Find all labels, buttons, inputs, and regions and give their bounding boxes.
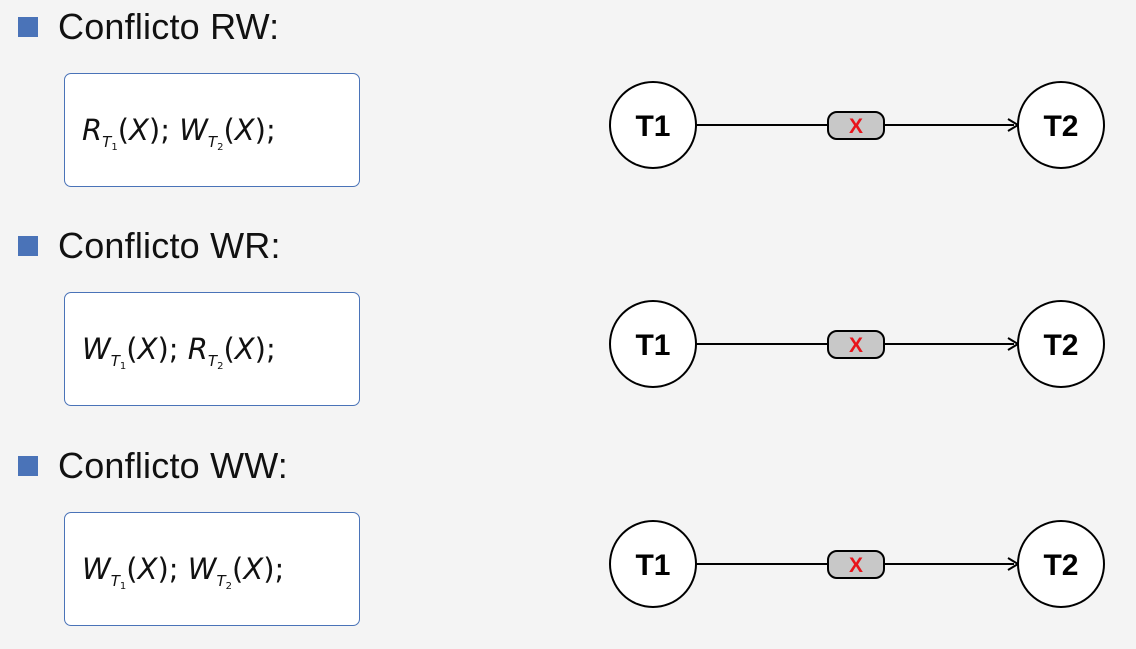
- edge-label: X: [849, 115, 863, 138]
- formula-sep: ;: [266, 331, 276, 366]
- formula-box: WT1(X); WT2(X);: [64, 512, 360, 626]
- conflict-section-ww: Conflicto WW: WT1(X); WT2(X); T1 T2 X: [0, 439, 1136, 649]
- formula-box: RT1(X); WT2(X);: [64, 73, 360, 187]
- formula-arg: X: [137, 331, 158, 366]
- precedence-graph: T1 T2 X: [609, 520, 1105, 608]
- node-t2: [1017, 300, 1105, 388]
- edge-label: X: [849, 334, 863, 357]
- edge-label-box: [827, 330, 885, 359]
- node-t2: [1017, 81, 1105, 169]
- formula-op: W: [179, 112, 208, 147]
- bullet-square-icon: [18, 456, 38, 476]
- formula-op: W: [187, 551, 217, 586]
- formula-sub-letter: T: [216, 571, 226, 590]
- formula-sep: ;: [160, 112, 171, 147]
- conflict-section-wr: Conflicto WR: WT1(X); RT2(X); T1 T2 X: [0, 219, 1136, 429]
- precedence-graph: T1 T2 X: [609, 300, 1105, 388]
- formula-op: W: [82, 331, 111, 366]
- bullet-row: Conflicto WR:: [18, 225, 281, 267]
- formula-arg: X: [243, 551, 264, 586]
- node-t1: [609, 300, 697, 388]
- edge-label-box: [827, 111, 885, 140]
- section-heading: Conflicto WR:: [58, 225, 281, 266]
- node-t1-label: T1: [635, 329, 670, 362]
- formula-sep: ;: [168, 331, 179, 366]
- formula-sub-index: 1: [119, 360, 127, 372]
- formula: RT1(X); WT2(X);: [82, 112, 276, 153]
- formula-arg: X: [129, 112, 149, 147]
- formula-sub-letter: T: [110, 351, 120, 370]
- formula-sub-index: 2: [217, 360, 224, 372]
- formula-sep: ;: [266, 112, 276, 147]
- precedence-graph: T1 T2 X: [609, 81, 1105, 169]
- formula-arg: X: [234, 112, 255, 147]
- node-t1: [609, 520, 697, 608]
- formula-sub-index: 2: [225, 580, 232, 592]
- formula-sep: ;: [168, 551, 179, 586]
- formula-sub-index: 2: [217, 141, 224, 153]
- formula: WT1(X); WT2(X);: [82, 551, 285, 592]
- edge-label-box: [827, 550, 885, 579]
- formula-op: R: [187, 331, 208, 366]
- formula-arg: X: [137, 551, 158, 586]
- node-t1: [609, 81, 697, 169]
- node-t1-label: T1: [635, 549, 670, 582]
- formula-sub-index: 1: [111, 141, 118, 153]
- node-t2-label: T2: [1043, 549, 1078, 582]
- formula-op: W: [82, 551, 111, 586]
- node-t2: [1017, 520, 1105, 608]
- edge-label: X: [849, 554, 863, 577]
- formula-box: WT1(X); RT2(X);: [64, 292, 360, 406]
- formula-sub-letter: T: [207, 351, 218, 370]
- node-t2-label: T2: [1043, 329, 1078, 362]
- formula-sep: ;: [274, 551, 285, 586]
- node-t2-label: T2: [1043, 110, 1078, 143]
- section-heading: Conflicto WW:: [58, 445, 288, 486]
- bullet-square-icon: [18, 236, 38, 256]
- formula-op: R: [82, 112, 103, 147]
- bullet-square-icon: [18, 17, 38, 37]
- formula-sub-index: 1: [119, 580, 127, 592]
- conflict-section-rw: Conflicto RW: RT1(X); WT2(X); T1 T2 X: [0, 0, 1136, 210]
- formula-sub-letter: T: [110, 571, 120, 590]
- formula-sub-letter: T: [102, 132, 112, 151]
- formula: WT1(X); RT2(X);: [82, 331, 276, 372]
- formula-sub-letter: T: [207, 132, 218, 151]
- formula-arg: X: [234, 331, 255, 366]
- bullet-row: Conflicto WW:: [18, 445, 288, 487]
- bullet-row: Conflicto RW:: [18, 6, 279, 48]
- section-heading: Conflicto RW:: [58, 6, 280, 47]
- node-t1-label: T1: [635, 110, 670, 143]
